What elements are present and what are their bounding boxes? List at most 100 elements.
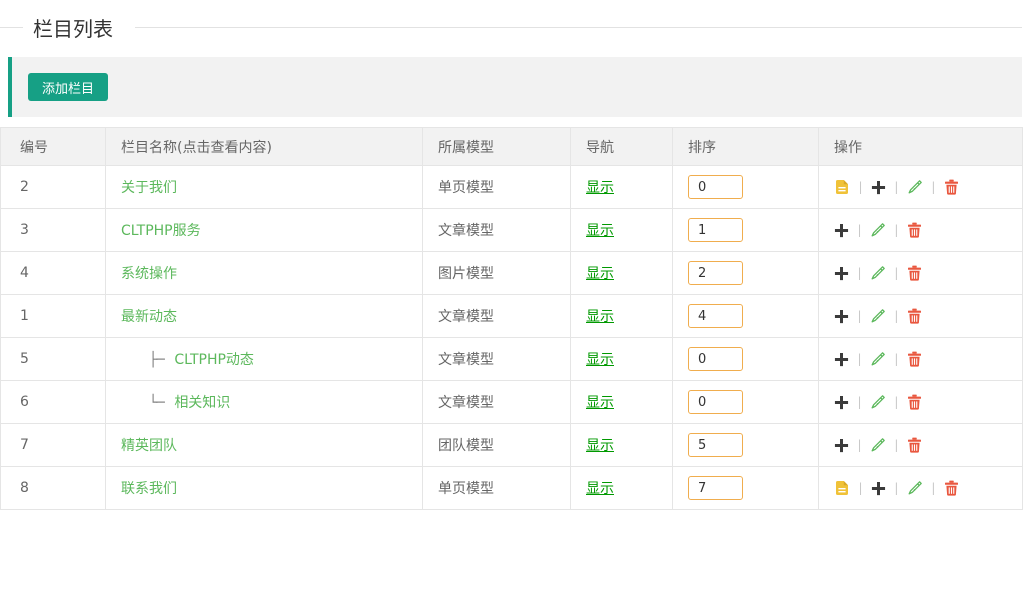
add-child-icon[interactable] [834, 395, 849, 410]
sort-input[interactable] [688, 218, 743, 242]
sort-input[interactable] [688, 261, 743, 285]
ops-separator: | [857, 438, 862, 452]
column-name-cell: 关于我们 [105, 165, 423, 209]
sort-input[interactable] [688, 347, 743, 371]
nav-display-link[interactable]: 显示 [586, 352, 614, 368]
column-name-cell: └─ 相关知识 [105, 380, 423, 424]
ops-separator: | [857, 266, 862, 280]
tree-branch: ├─ [149, 352, 165, 368]
column-name-link[interactable]: 最新动态 [121, 309, 177, 325]
column-name-cell: 精英团队 [105, 423, 423, 467]
column-nav-cell: 显示 [570, 423, 673, 467]
delete-icon[interactable] [907, 222, 922, 238]
edit-icon[interactable] [907, 480, 923, 496]
column-model-cell: 文章模型 [422, 337, 571, 381]
column-id-cell: 6 [0, 380, 106, 424]
toolbar: 添加栏目 [8, 57, 1022, 117]
delete-icon[interactable] [944, 480, 959, 496]
add-child-icon[interactable] [871, 481, 886, 496]
column-id-cell: 2 [0, 165, 106, 209]
add-child-icon[interactable] [834, 266, 849, 281]
sort-input[interactable] [688, 476, 743, 500]
add-child-icon[interactable] [834, 438, 849, 453]
nav-display-link[interactable]: 显示 [586, 180, 614, 196]
nav-display-link[interactable]: 显示 [586, 223, 614, 239]
content-document-icon[interactable] [834, 179, 850, 195]
ops-separator: | [894, 309, 899, 323]
column-ops-cell: | | [818, 337, 1023, 381]
column-ops-cell: | | [818, 251, 1023, 295]
add-child-icon[interactable] [871, 180, 886, 195]
ops-separator: | [931, 481, 936, 495]
column-ops-cell: | | [818, 208, 1023, 252]
delete-icon[interactable] [907, 265, 922, 281]
column-nav-cell: 显示 [570, 208, 673, 252]
delete-icon[interactable] [907, 308, 922, 324]
column-name-cell: 系统操作 [105, 251, 423, 295]
header-sort: 排序 [672, 127, 819, 166]
nav-display-link[interactable]: 显示 [586, 481, 614, 497]
nav-display-link[interactable]: 显示 [586, 438, 614, 454]
column-ops-cell: | | [818, 423, 1023, 467]
edit-icon[interactable] [870, 437, 886, 453]
column-name-link[interactable]: 联系我们 [121, 481, 177, 497]
doc-op-group: | [834, 179, 871, 195]
edit-icon[interactable] [870, 351, 886, 367]
content-document-icon[interactable] [834, 480, 850, 496]
nav-display-link[interactable]: 显示 [586, 309, 614, 325]
sort-input[interactable] [688, 304, 743, 328]
edit-icon[interactable] [870, 394, 886, 410]
column-name-cell: 联系我们 [105, 466, 423, 510]
column-id-cell: 7 [0, 423, 106, 467]
column-nav-cell: 显示 [570, 294, 673, 338]
page-header: 栏目列表 [0, 14, 1022, 41]
column-sort-cell [672, 294, 819, 338]
sort-input[interactable] [688, 433, 743, 457]
ops-separator: | [931, 180, 936, 194]
delete-icon[interactable] [907, 351, 922, 367]
column-ops-cell: | | [818, 380, 1023, 424]
header-ops: 操作 [818, 127, 1023, 166]
column-nav-cell: 显示 [570, 466, 673, 510]
ops-separator: | [894, 481, 899, 495]
column-model-cell: 文章模型 [422, 208, 571, 252]
column-nav-cell: 显示 [570, 380, 673, 424]
header-id: 编号 [0, 127, 106, 166]
column-table: 编号 栏目名称(点击查看内容) 所属模型 导航 排序 操作 2 关于我们 单页模… [0, 127, 1023, 510]
ops-separator: | [894, 266, 899, 280]
column-name-link[interactable]: 系统操作 [121, 266, 177, 282]
nav-display-link[interactable]: 显示 [586, 395, 614, 411]
column-name-cell: 最新动态 [105, 294, 423, 338]
ops-separator: | [894, 395, 899, 409]
nav-display-link[interactable]: 显示 [586, 266, 614, 282]
column-name-link[interactable]: CLTPHP动态 [174, 352, 254, 368]
column-sort-cell [672, 337, 819, 381]
column-name-link[interactable]: 相关知识 [174, 395, 231, 411]
column-sort-cell [672, 208, 819, 252]
table-row: 6 └─ 相关知识 文章模型 显示 | [0, 380, 1023, 424]
delete-icon[interactable] [944, 179, 959, 195]
column-sort-cell [672, 165, 819, 209]
title-line-left [0, 26, 23, 28]
column-name-link[interactable]: 关于我们 [121, 180, 177, 196]
edit-icon[interactable] [907, 179, 923, 195]
add-column-button[interactable]: 添加栏目 [28, 73, 109, 101]
column-name-link[interactable]: 精英团队 [121, 438, 177, 454]
add-child-icon[interactable] [834, 223, 849, 238]
edit-icon[interactable] [870, 222, 886, 238]
delete-icon[interactable] [907, 437, 922, 453]
edit-icon[interactable] [870, 308, 886, 324]
tree-branch: └─ [149, 395, 165, 411]
delete-icon[interactable] [907, 394, 922, 410]
sort-input[interactable] [688, 390, 743, 414]
column-model-cell: 文章模型 [422, 294, 571, 338]
table-row: 5 ├─ CLTPHP动态 文章模型 显示 | [0, 337, 1023, 381]
add-child-icon[interactable] [834, 352, 849, 367]
column-name-link[interactable]: CLTPHP服务 [121, 223, 201, 239]
ops-separator: | [857, 309, 862, 323]
column-ops-cell: | | | [818, 466, 1023, 510]
add-child-icon[interactable] [834, 309, 849, 324]
column-model-cell: 单页模型 [422, 466, 571, 510]
sort-input[interactable] [688, 175, 743, 199]
edit-icon[interactable] [870, 265, 886, 281]
